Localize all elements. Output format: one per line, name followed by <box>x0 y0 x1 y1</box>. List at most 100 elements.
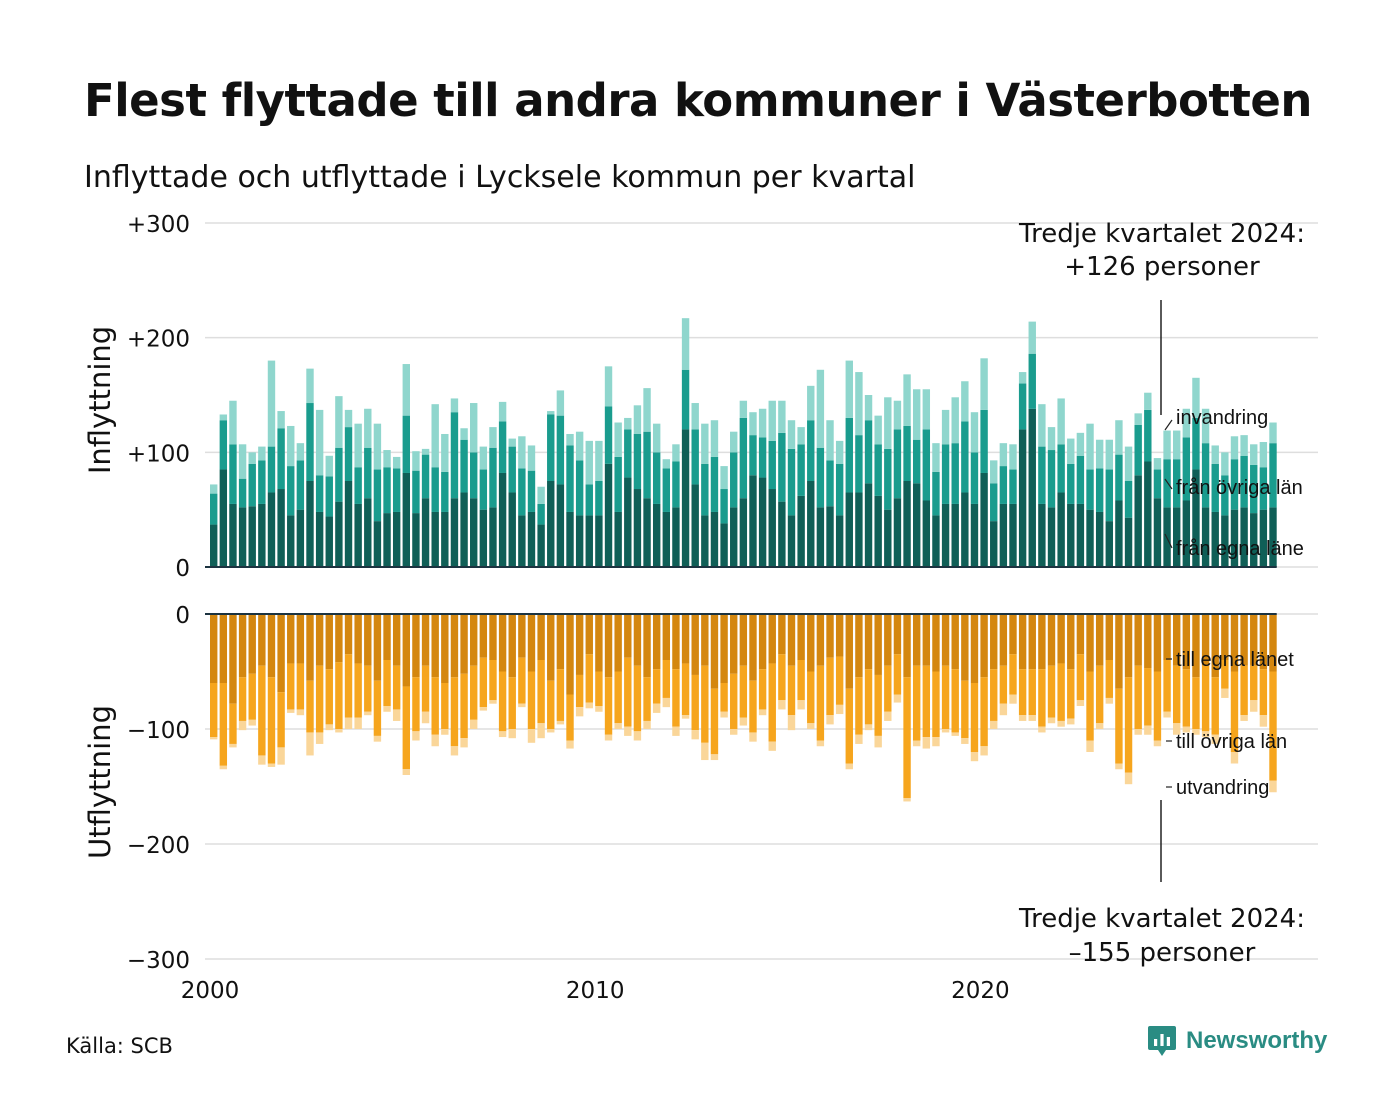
inflow-bar-segment <box>229 400 237 445</box>
inflow-bar-segment <box>816 447 825 508</box>
inflow-bar-segment <box>1009 469 1017 504</box>
outflow-bar-segment <box>903 798 911 802</box>
outflow-bar-segment <box>874 614 882 675</box>
inflow-bar-segment <box>575 515 584 567</box>
inflow-bar-segment <box>1076 455 1085 504</box>
inflow-bar-segment <box>1182 408 1191 438</box>
inflow-bar-segment <box>1028 321 1036 354</box>
inflow-bar-segment <box>1163 430 1171 460</box>
outflow-bar-segment <box>1230 671 1239 752</box>
inflow-bar-segment <box>518 436 526 469</box>
outflow-bar-segment <box>797 614 805 660</box>
inflow-bar-segment <box>1018 429 1027 567</box>
outflow-bar-segment <box>575 707 584 717</box>
outflow-bar-segment <box>219 765 228 770</box>
inflow-bar-segment <box>864 420 873 484</box>
inflow-bar-segment <box>1134 424 1142 476</box>
series-label-leader <box>1164 533 1173 549</box>
inflow-bar-segment <box>258 460 266 504</box>
inflow-bar-segment <box>547 414 555 481</box>
outflow-bar-segment <box>1269 671 1277 781</box>
outflow-bar-segment <box>864 669 873 725</box>
outflow-bar-segment <box>287 709 295 713</box>
outflow-bar-segment <box>826 715 834 725</box>
outflow-bar-segment <box>373 735 382 742</box>
outflow-bar-segment <box>604 614 613 678</box>
labels: 0 +100 +200 +300 0 −100 −200 −300 2000 2010 2020 In… <box>83 212 1305 1004</box>
inflow-bar-segment <box>672 444 680 462</box>
outflow-bar-segment <box>1076 614 1085 655</box>
outflow-bar-segment <box>1086 671 1094 741</box>
inflow-bar-segment <box>1230 509 1239 567</box>
inflow-bar-segment <box>412 451 420 471</box>
annotation-text: Tredje kvartalet 2024: <box>1018 219 1305 249</box>
outflow-bar-segment <box>864 724 873 731</box>
outflow-bar-segment <box>1240 715 1248 721</box>
inflow-bar-segment <box>941 444 950 504</box>
outflow-bar-segment <box>1269 780 1277 793</box>
inflow-bar-segment <box>980 409 988 473</box>
outflow-bar-segment <box>662 660 671 698</box>
inflow-bar-segment <box>845 360 853 418</box>
outflow-bar-segment <box>364 711 372 716</box>
newsworthy-logo-icon <box>1148 1026 1176 1056</box>
inflow-bar-segment <box>508 438 516 447</box>
outflow-bar-segment <box>498 731 507 738</box>
inflow-bar-segment <box>855 435 863 493</box>
inflow-bar-segment <box>662 468 671 512</box>
inflow-bar-segment <box>325 455 333 477</box>
inflow-bar-segment <box>710 456 719 512</box>
inflow-bar-segment <box>633 433 642 490</box>
outflow-bar-segment <box>547 614 555 681</box>
inflow-bar-segment <box>1240 455 1248 508</box>
inflow-bar-segment <box>1086 423 1094 470</box>
inflow-bar-segment <box>518 468 526 516</box>
inflow-bar-segment <box>1259 442 1268 468</box>
outflow-bar-segment <box>277 614 285 693</box>
inflow-bar-segment <box>344 481 353 567</box>
outflow-bar-segment <box>768 614 776 664</box>
inflow-bar-segment <box>238 444 247 479</box>
outflow-bar-segment <box>537 614 545 660</box>
inflow-bar-segment <box>1173 430 1181 460</box>
inflow-bar-segment <box>624 429 632 478</box>
inflow-bar-segment <box>1095 439 1104 469</box>
inflow-bar-segment <box>633 489 642 567</box>
inflow-bar-segment <box>758 437 767 478</box>
outflow-bar-segment <box>306 680 314 733</box>
inflow-bar-segment <box>912 483 921 567</box>
outflow-bar-segment <box>527 671 536 729</box>
inflow-bar-segment <box>1201 443 1210 508</box>
y-tick-label-top: 0 <box>175 556 190 582</box>
outflow-bar-segment <box>1230 614 1239 672</box>
inflow-bar-segment <box>835 463 844 516</box>
newsworthy-wordmark: Newsworthy <box>1186 1027 1328 1054</box>
inflow-bar-segment <box>797 444 805 496</box>
inflow-bar-segment <box>1124 446 1133 481</box>
outflow-bar-segment <box>527 614 536 672</box>
outflow-bar-segment <box>1105 660 1113 698</box>
inflow-bar-segment <box>508 446 516 493</box>
outflow-bar-segment <box>970 683 979 752</box>
outflow-bar-segment <box>893 694 902 703</box>
inflow-bar-segment <box>1067 438 1075 464</box>
series-label-leader <box>1164 478 1173 490</box>
inflow-bar-segment <box>1221 452 1229 476</box>
inflow-bar-segment <box>498 421 507 473</box>
inflow-bar-segment <box>691 429 699 485</box>
x-tick-label: 2020 <box>951 978 1010 1004</box>
outflow-bar-segment <box>1115 614 1123 689</box>
outflow-bar-segment <box>383 706 391 712</box>
outflow-bar-segment <box>1173 723 1181 735</box>
inflow-bar-segment <box>787 448 796 516</box>
outflow-bar-segment <box>797 700 805 710</box>
outflow-bar-segment <box>730 614 738 674</box>
outflow-bar-segment <box>749 680 757 733</box>
inflow-bar-segment <box>1115 420 1123 455</box>
inflow-bar-segment <box>845 492 853 567</box>
outflow-bar-segment <box>460 614 468 674</box>
inflow-bar-segment <box>633 405 642 434</box>
inflow-bar-segment <box>1076 432 1085 456</box>
outflow-bar-segment <box>749 732 757 742</box>
inflow-bar-segment <box>614 422 622 457</box>
